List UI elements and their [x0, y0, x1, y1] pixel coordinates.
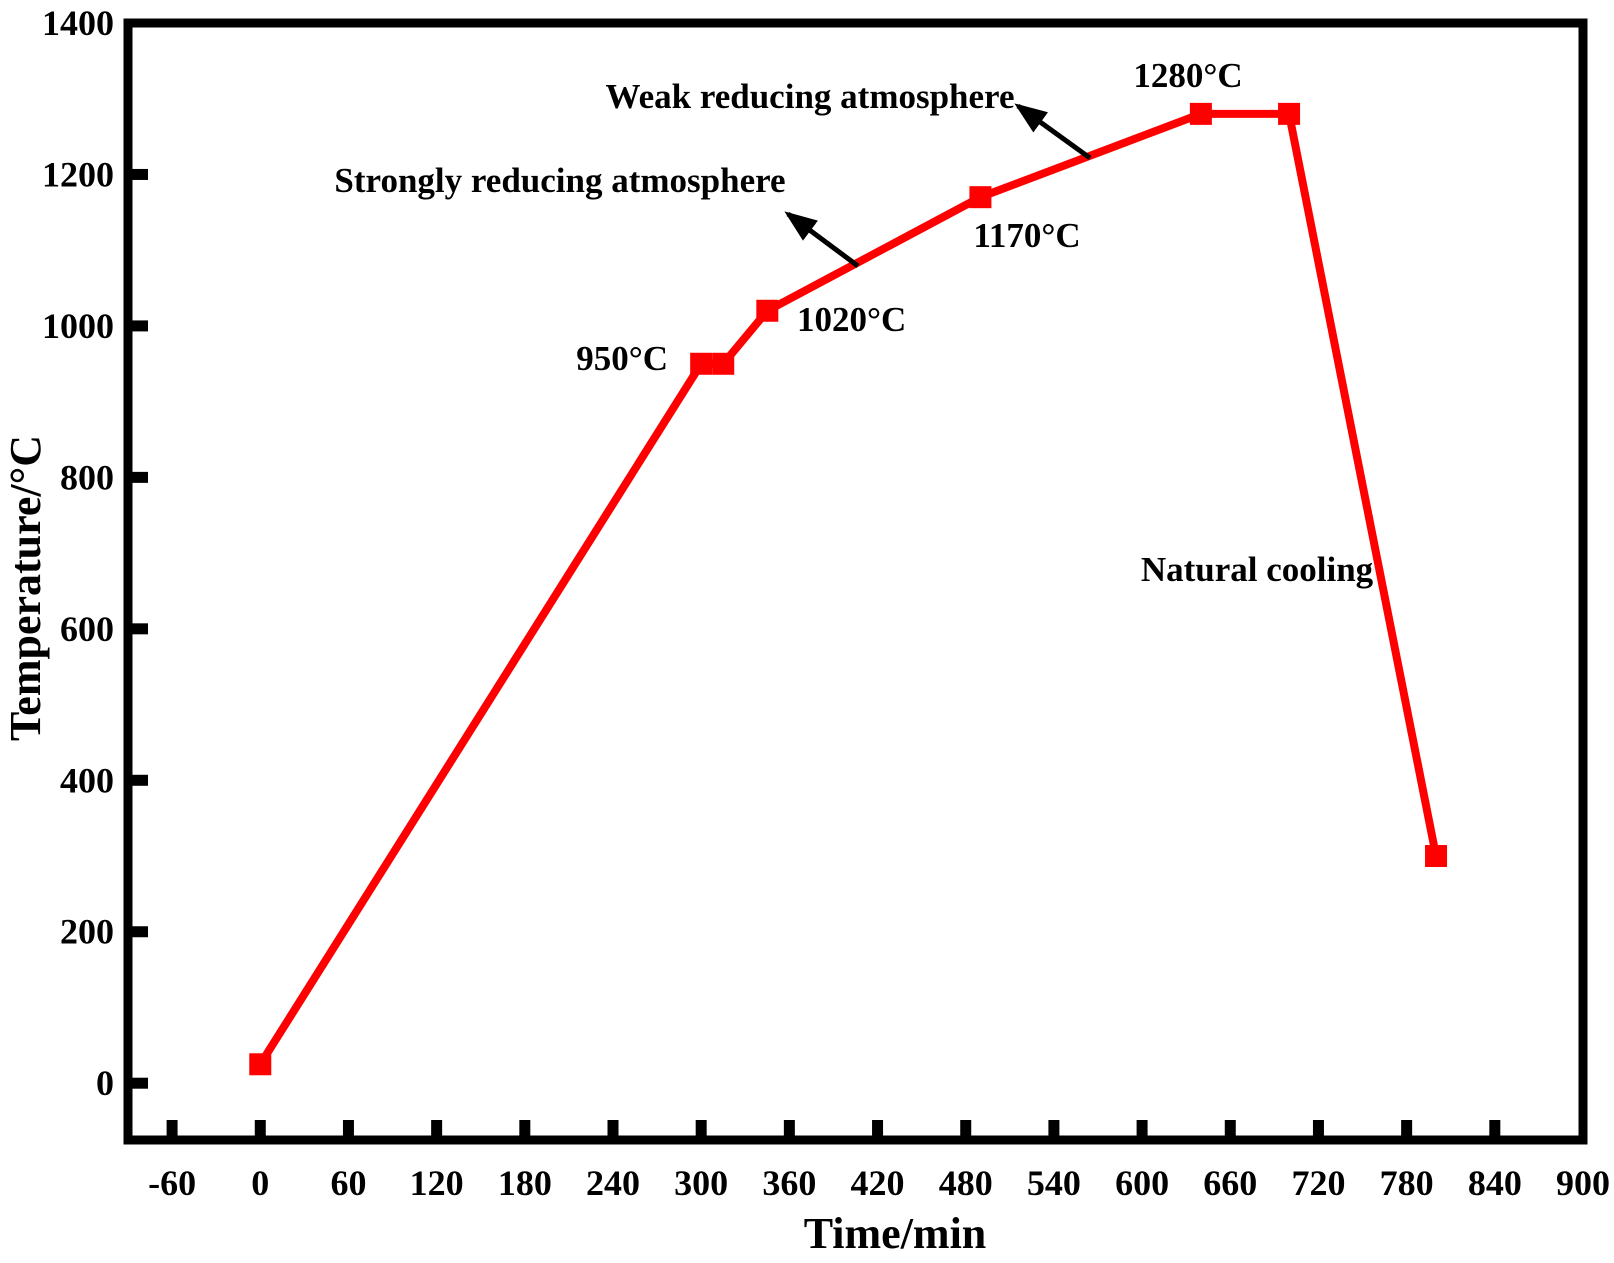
- x-tick-label: 0: [251, 1163, 269, 1203]
- x-tick-label: 120: [410, 1163, 464, 1203]
- x-tick-label: 180: [498, 1163, 552, 1203]
- x-tick-label: 60: [330, 1163, 366, 1203]
- data-point-marker: [756, 299, 779, 322]
- x-tick-label: -60: [148, 1163, 196, 1203]
- x-tick-label: 600: [1115, 1163, 1169, 1203]
- y-tick-label: 0: [96, 1063, 114, 1103]
- x-tick-label: 240: [586, 1163, 640, 1203]
- y-tick-label: 400: [60, 760, 114, 800]
- x-tick-label: 720: [1291, 1163, 1345, 1203]
- point-value-label: 1280°C: [1133, 56, 1242, 95]
- data-point-marker: [1189, 102, 1212, 125]
- data-point-marker: [969, 186, 992, 209]
- y-tick-label: 1400: [42, 3, 114, 43]
- annotation-arrow: [784, 211, 860, 269]
- data-point-marker: [690, 352, 713, 375]
- y-tick-label: 1000: [42, 306, 114, 346]
- annotation-arrow: [1014, 103, 1092, 161]
- data-point-marker: [1278, 102, 1301, 125]
- annotation-label: Strongly reducing atmosphere: [334, 161, 785, 200]
- x-tick-label: 300: [674, 1163, 728, 1203]
- point-value-label: 1170°C: [973, 216, 1080, 255]
- x-tick-label: 900: [1556, 1163, 1610, 1203]
- data-point-marker: [712, 352, 735, 375]
- x-tick-label: 840: [1468, 1163, 1522, 1203]
- data-point-marker: [1425, 845, 1448, 868]
- y-tick-label: 600: [60, 609, 114, 649]
- annotation-label: Weak reducing atmosphere: [606, 77, 1015, 116]
- x-tick-label: 540: [1027, 1163, 1081, 1203]
- x-tick-label: 660: [1203, 1163, 1257, 1203]
- annotation-label: Natural cooling: [1141, 550, 1374, 589]
- x-tick-label: 780: [1380, 1163, 1434, 1203]
- y-tick-label: 800: [60, 457, 114, 497]
- x-tick-label: 480: [939, 1163, 993, 1203]
- point-value-label: 950°C: [576, 339, 668, 378]
- data-point-marker: [249, 1053, 272, 1076]
- y-tick-label: 200: [60, 912, 114, 952]
- x-tick-label: 360: [762, 1163, 816, 1203]
- x-tick-label: 420: [851, 1163, 905, 1203]
- plot-border: [123, 18, 1588, 1145]
- y-axis-title: Temperature/°C: [1, 435, 50, 741]
- y-tick-label: 1200: [42, 154, 114, 194]
- x-axis-title: Time/min: [804, 1209, 987, 1258]
- point-value-label: 1020°C: [797, 300, 906, 339]
